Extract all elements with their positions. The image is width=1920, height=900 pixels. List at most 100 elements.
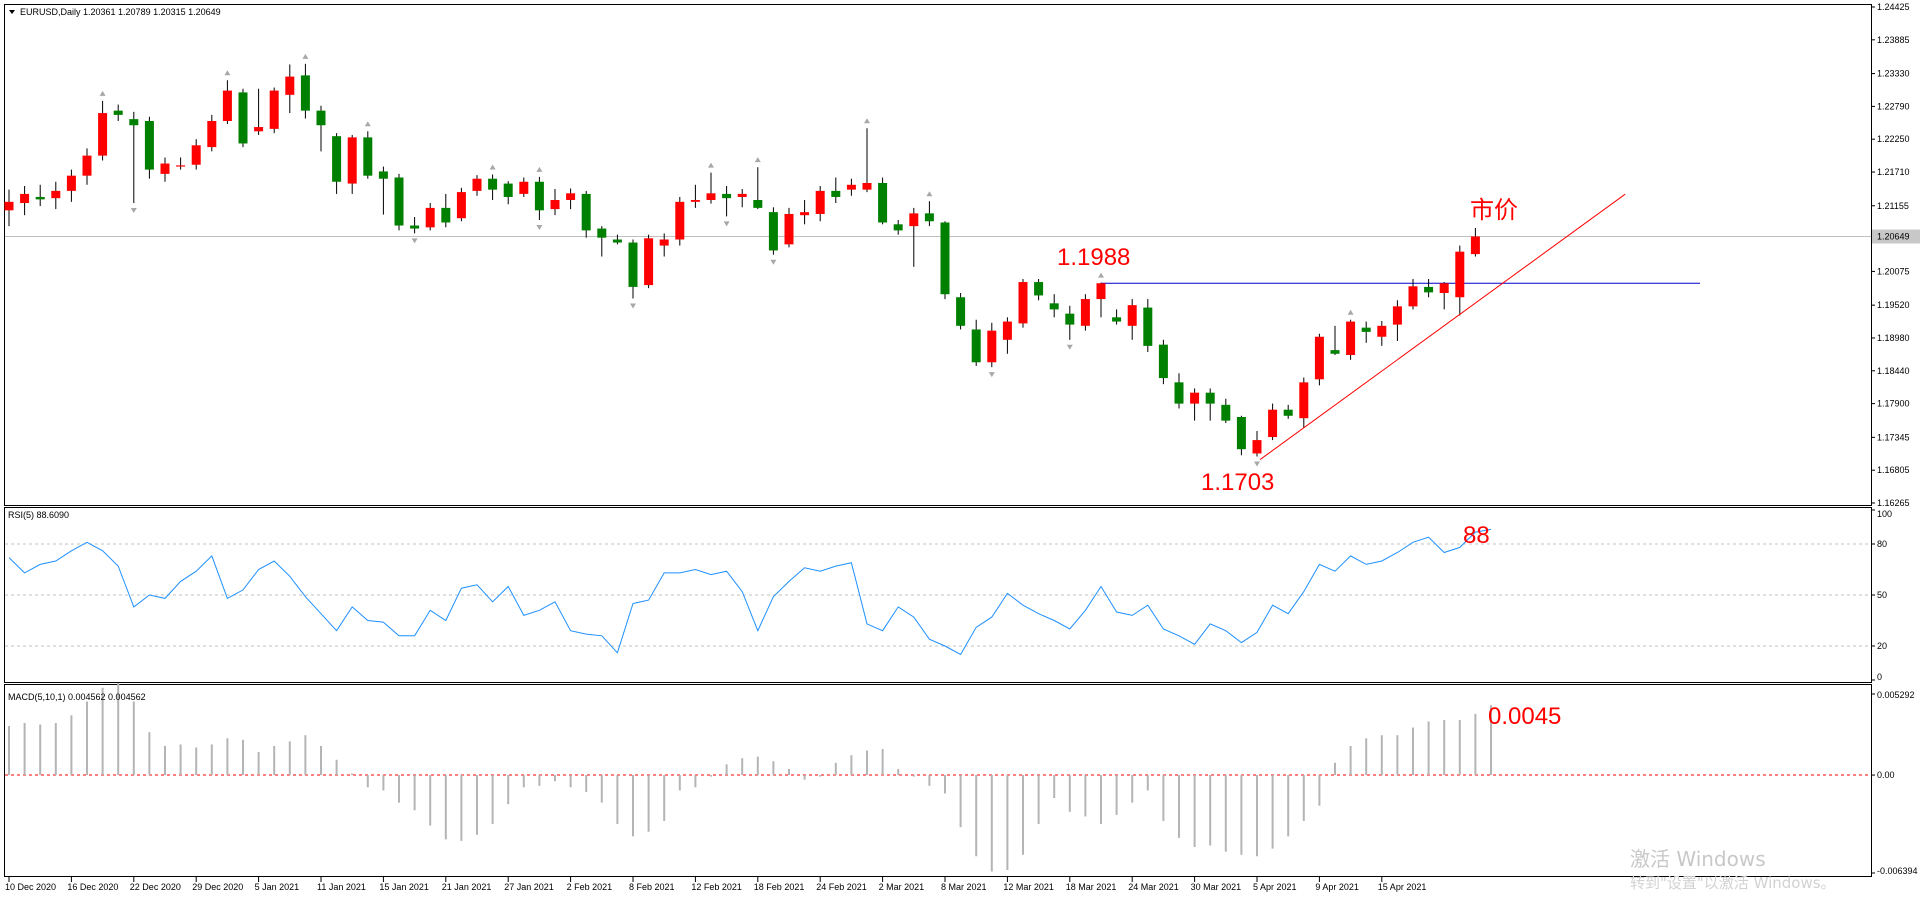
main-panel-frame	[4, 4, 1872, 506]
rsi-header: RSI(5) 88.6090	[8, 510, 69, 520]
candle-body	[1408, 286, 1418, 307]
time-axis-label: 15 Jan 2021	[379, 882, 429, 892]
candle-body	[1268, 409, 1278, 438]
candle-body	[784, 213, 794, 245]
candle-body	[1190, 392, 1200, 404]
time-axis-label: 18 Feb 2021	[754, 882, 805, 892]
candle-body	[1096, 283, 1106, 300]
candle-body	[300, 75, 310, 111]
candle-body	[878, 182, 888, 223]
candle-body	[971, 329, 981, 363]
macd-header: MACD(5,10,1) 0.004562 0.004562	[8, 692, 146, 702]
candle-body	[410, 225, 420, 229]
candle-body	[722, 193, 732, 199]
candle-body	[1424, 286, 1434, 293]
price-axis-label: 1.20075	[1877, 266, 1910, 276]
candle-body	[1065, 313, 1075, 325]
time-axis-label: 12 Feb 2021	[691, 882, 742, 892]
candle-body	[909, 213, 919, 227]
macd-axis: 0.005292 0.00 -0.006394	[1871, 690, 1918, 876]
candle-body	[1143, 307, 1153, 346]
chevron-down-icon[interactable]	[9, 10, 15, 14]
time-axis-label: 2 Feb 2021	[567, 882, 613, 892]
watermark-title: 激活 Windows	[1630, 847, 1766, 871]
candle-body	[1127, 305, 1137, 326]
rsi-annotation: 88	[1463, 522, 1490, 549]
macd-axis-label: 0.00	[1877, 770, 1895, 780]
candle-body	[113, 110, 123, 115]
current-price-label: 1.20649	[1877, 232, 1910, 242]
price-axis-label: 1.22790	[1877, 101, 1910, 111]
candle-body	[1439, 283, 1449, 293]
candle-body	[1002, 321, 1012, 340]
price-axis-label: 1.16805	[1877, 465, 1910, 475]
fractal-down-icon	[770, 259, 777, 265]
candle-body	[222, 90, 232, 121]
fractal-down-icon	[630, 303, 636, 309]
time-axis-label: 5 Jan 2021	[255, 882, 300, 892]
candle-body	[207, 120, 217, 148]
candle-body	[566, 193, 576, 200]
candle-body	[659, 239, 669, 246]
time-axis-label: 9 Apr 2021	[1315, 882, 1359, 892]
time-axis-label: 16 Dec 2020	[67, 882, 118, 892]
price-axis-label: 1.18440	[1877, 366, 1910, 376]
candle-body	[1158, 344, 1168, 379]
candle-body	[1455, 251, 1465, 298]
candle-body	[1049, 303, 1059, 310]
candle-body	[456, 192, 466, 219]
candle-body	[1299, 382, 1309, 419]
candle-body	[1252, 440, 1262, 454]
candle-body	[1283, 409, 1293, 416]
time-axis-label: 24 Feb 2021	[816, 882, 867, 892]
candle-body	[612, 239, 622, 243]
fractal-up-icon	[536, 166, 543, 172]
candle-body	[4, 201, 14, 211]
trend-line[interactable]	[1259, 193, 1626, 460]
candle-body	[1034, 282, 1044, 296]
macd-axis-label: 0.005292	[1877, 690, 1915, 700]
rsi-axis-label: 20	[1877, 641, 1887, 651]
time-axis-label: 11 Jan 2021	[317, 882, 366, 892]
candle-body	[644, 238, 654, 286]
fractal-down-icon	[988, 372, 995, 378]
candles-layer	[4, 63, 1480, 457]
candle-body	[66, 175, 76, 191]
candle-body	[254, 127, 264, 132]
price-axis-label: 1.23885	[1877, 35, 1910, 45]
time-axis-label: 21 Jan 2021	[442, 882, 492, 892]
candle-body	[987, 330, 997, 363]
candle-body	[129, 119, 139, 126]
chart-header: EURUSD,Daily 1.20361 1.20789 1.20315 1.2…	[20, 7, 221, 17]
candle-body	[1018, 282, 1028, 324]
time-axis-label: 12 Mar 2021	[1003, 882, 1054, 892]
candle-body	[1470, 236, 1480, 255]
candle-body	[956, 297, 966, 326]
fractal-down-icon	[536, 225, 543, 231]
candle-body	[1314, 336, 1324, 380]
price-axis-label: 1.19520	[1877, 300, 1910, 310]
time-axis-label: 22 Dec 2020	[130, 882, 181, 892]
candle-body	[893, 224, 903, 231]
candle-body	[1236, 416, 1246, 450]
fractal-up-icon	[224, 70, 231, 76]
time-axis-label: 8 Feb 2021	[629, 882, 675, 892]
fractal-up-icon	[99, 90, 106, 96]
candle-body	[675, 201, 685, 240]
candle-body	[441, 207, 451, 223]
fractal-up-icon	[926, 191, 933, 197]
fractal-down-icon	[1066, 344, 1073, 350]
candle-body	[472, 178, 482, 191]
price-axis: 1.24425 1.23885 1.23330 1.22790 1.22250 1.217…	[1871, 2, 1910, 508]
candle-body	[737, 193, 747, 197]
candle-body	[191, 145, 201, 165]
watermark-subtitle: 转到"设置"以激活 Windows。	[1630, 874, 1836, 892]
fractal-up-icon	[708, 162, 714, 168]
candle-body	[862, 182, 872, 190]
rsi-axis-label: 80	[1877, 539, 1887, 549]
candle-body	[1112, 317, 1122, 322]
fractal-down-icon	[411, 238, 418, 244]
price-axis-label: 1.22250	[1877, 134, 1910, 144]
price-axis-label: 1.16265	[1877, 498, 1910, 508]
